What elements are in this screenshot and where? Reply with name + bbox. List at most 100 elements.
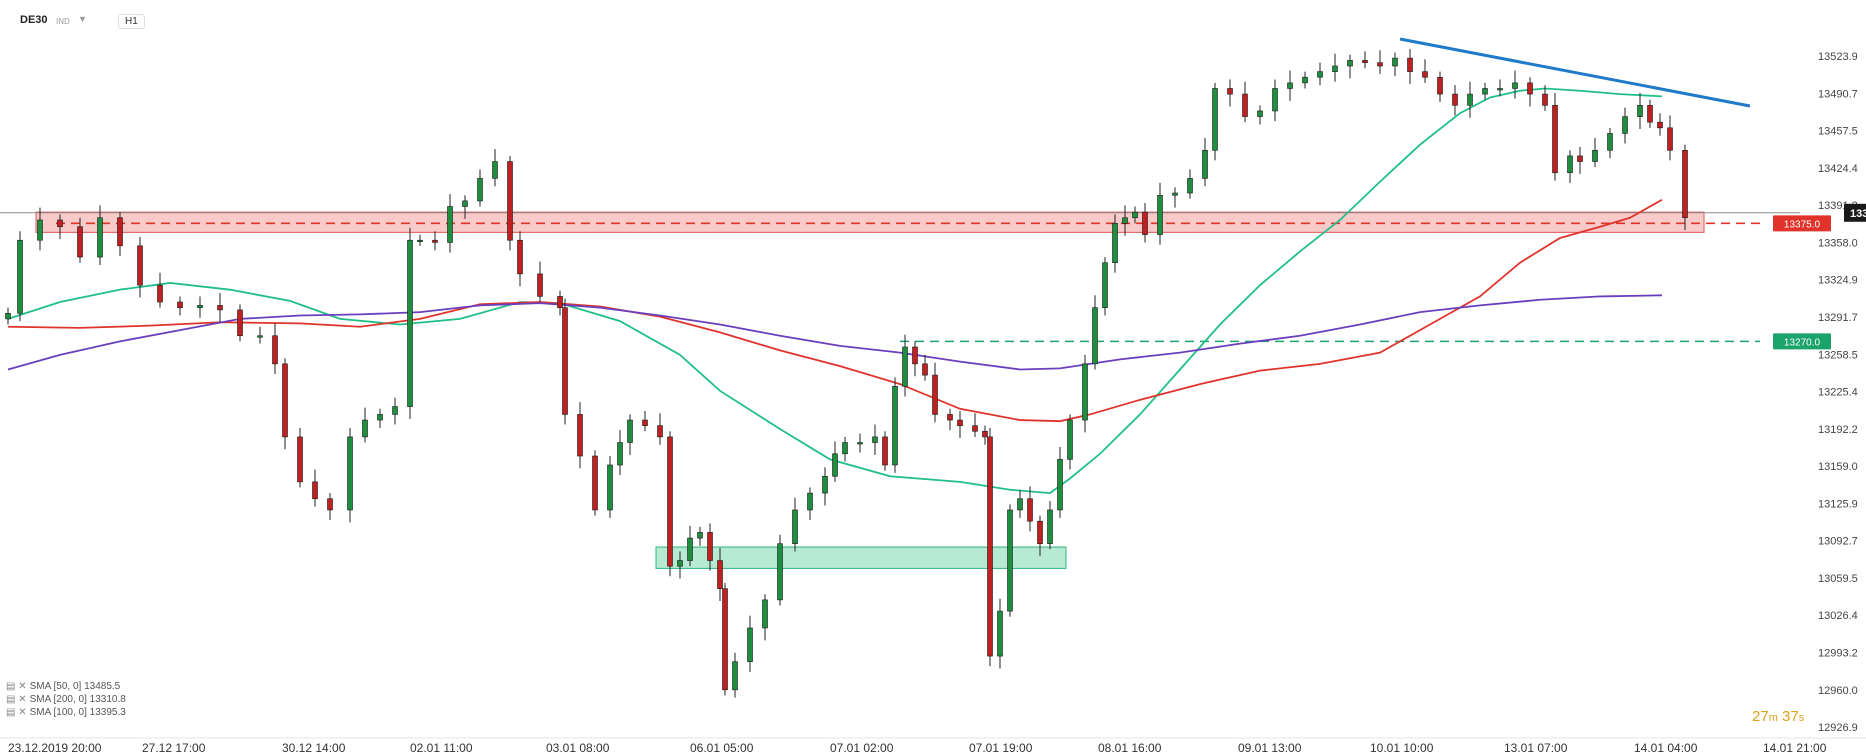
candle-bull xyxy=(997,610,1003,657)
candle-bull xyxy=(677,560,683,567)
candle-bull xyxy=(1257,110,1263,117)
candle-bull xyxy=(842,442,848,455)
symbol-label[interactable]: DE30 xyxy=(20,14,48,26)
candle-bull xyxy=(1332,65,1338,72)
candle-bull xyxy=(792,509,798,544)
candle-bull xyxy=(1497,88,1503,91)
timeframe-selector[interactable]: H1 xyxy=(118,14,145,29)
resistance-zone xyxy=(35,211,1705,233)
indicator-settings-icon[interactable]: ▤ ✕ xyxy=(6,694,27,705)
candle-bear xyxy=(1037,520,1043,544)
y-tick-label: 13225.4 xyxy=(1818,387,1858,399)
x-tick-label: 08.01 16:00 xyxy=(1098,741,1162,755)
candle-bull xyxy=(892,386,898,466)
candle-bull xyxy=(347,436,353,511)
candle-bull xyxy=(1317,71,1323,78)
sma-200-line xyxy=(7,294,1663,371)
candle-bull xyxy=(37,219,43,241)
candle-bull xyxy=(832,453,838,477)
symbol-dropdown-icon[interactable]: ▼ xyxy=(78,14,87,24)
candle-bull xyxy=(1112,223,1118,263)
candle-bull xyxy=(5,312,11,320)
candle-bear xyxy=(882,436,888,466)
y-tick-label: 13523.9 xyxy=(1818,51,1858,63)
y-tick-label: 13059.5 xyxy=(1818,573,1858,585)
candle-bull xyxy=(492,161,498,179)
candle-bear xyxy=(432,239,438,243)
candle-bear xyxy=(1552,105,1558,174)
candle-bull xyxy=(1567,155,1573,174)
candle-bull xyxy=(1187,178,1193,194)
x-tick-label: 03.01 08:00 xyxy=(546,741,610,755)
candle-bear xyxy=(932,374,938,415)
candle-bull xyxy=(747,627,753,662)
candle-bull xyxy=(1622,116,1628,134)
candle-bull xyxy=(627,419,633,443)
candle-bull xyxy=(1007,509,1013,612)
candle-bull xyxy=(417,239,423,243)
candle-bull xyxy=(697,532,703,539)
x-tick-label: 30.12 14:00 xyxy=(282,741,346,755)
candle-bear xyxy=(327,498,333,511)
candle-bull xyxy=(257,335,263,338)
candle-bull xyxy=(807,492,813,511)
candle-bear xyxy=(1422,71,1428,78)
candle-bear xyxy=(912,346,918,365)
y-tick-label: 13026.4 xyxy=(1818,610,1858,622)
candle-bear xyxy=(282,363,288,438)
candle-bear xyxy=(577,414,583,457)
candle-bull xyxy=(1212,88,1218,151)
candle-bear xyxy=(57,219,63,228)
candle-bull xyxy=(1302,76,1308,84)
candle-bear xyxy=(77,226,83,258)
sma-100-line xyxy=(7,198,1663,423)
legend-label: SMA [50, 0] 13485.5 xyxy=(29,681,121,692)
indicator-settings-icon[interactable]: ▤ ✕ xyxy=(6,707,27,718)
x-tick-label: 23.12.2019 20:00 xyxy=(8,741,102,755)
candle-bear xyxy=(312,481,318,500)
candle-bull xyxy=(1157,194,1163,235)
candle-bear xyxy=(297,436,303,483)
candle-bear xyxy=(717,560,723,589)
legend-sma-50[interactable]: ▤ ✕ SMA [50, 0] 13485.5 xyxy=(6,681,120,692)
legend-sma-200[interactable]: ▤ ✕ SMA [200, 0] 13310.8 xyxy=(6,694,126,705)
candle-bull xyxy=(362,419,368,438)
y-tick-label: 12926.9 xyxy=(1818,722,1858,734)
x-tick-label: 07.01 19:00 xyxy=(969,741,1033,755)
candle-bull xyxy=(17,239,23,314)
y-tick-label: 13490.7 xyxy=(1818,88,1858,100)
candle-bull xyxy=(407,239,413,407)
candle-bull xyxy=(97,217,103,258)
y-tick-label: 13092.7 xyxy=(1818,536,1858,548)
x-tick-label: 10.01 10:00 xyxy=(1370,741,1434,755)
candle-bear xyxy=(707,532,713,561)
candle-bear xyxy=(562,307,568,415)
candle-bear xyxy=(1362,60,1368,63)
candle-bull xyxy=(1057,459,1063,511)
candle-bull xyxy=(1047,509,1053,544)
candle-bear xyxy=(1577,155,1583,162)
candle-bull xyxy=(1017,498,1023,511)
candle-bear xyxy=(1647,105,1653,123)
candle-bull xyxy=(1132,211,1138,219)
support-zone xyxy=(655,546,1067,569)
x-tick-label: 27.12 17:00 xyxy=(142,741,206,755)
y-tick-label: 13358.0 xyxy=(1818,237,1858,249)
candle-bear xyxy=(722,588,728,691)
candle-bear xyxy=(1377,62,1383,67)
candle-bull xyxy=(477,178,483,202)
candle-bear xyxy=(1657,121,1663,129)
y-tick-label: 13258.5 xyxy=(1818,349,1858,361)
candle-bear xyxy=(537,273,543,297)
candle-bear xyxy=(137,245,143,286)
candle-bear xyxy=(592,455,598,511)
y-tick-label: 12993.2 xyxy=(1818,647,1858,659)
candle-bull xyxy=(1467,93,1473,106)
candle-bull xyxy=(607,464,613,511)
indicator-settings-icon[interactable]: ▤ ✕ xyxy=(6,681,27,692)
candle-bear xyxy=(1407,57,1413,72)
y-tick-label: 13192.2 xyxy=(1818,424,1858,436)
candle-bear xyxy=(1027,498,1033,522)
legend-sma-100[interactable]: ▤ ✕ SMA [100, 0] 13395.3 xyxy=(6,707,126,718)
